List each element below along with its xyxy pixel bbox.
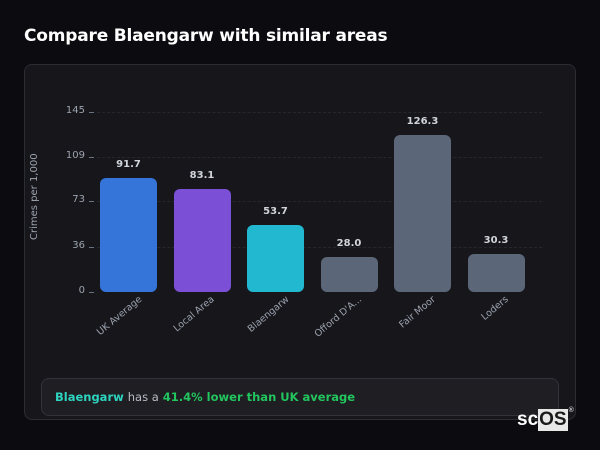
summary-text: has a bbox=[127, 390, 159, 404]
y-tick-label: 145 bbox=[65, 105, 85, 116]
y-axis-label: Crimes per 1,000 bbox=[29, 153, 40, 240]
y-tick-mark bbox=[89, 156, 94, 158]
summary-area: Blaengarw bbox=[55, 390, 124, 404]
x-tick-label: Offord D'A... bbox=[312, 294, 365, 340]
chart-card: Crimes per 1,000 0 36 73 109 145 91.7 UK Avera… bbox=[24, 64, 576, 420]
y-tick-mark bbox=[89, 292, 94, 293]
logo-text-left: sc bbox=[517, 409, 539, 430]
registered-mark: ® bbox=[568, 407, 574, 414]
y-tick-label: 109 bbox=[65, 149, 85, 161]
bar-fair-moor[interactable] bbox=[394, 135, 451, 292]
y-tick-label: 36 bbox=[72, 240, 85, 252]
grid-line bbox=[97, 247, 542, 249]
x-tick-label: Blaengarw bbox=[245, 294, 291, 335]
bar-uk-average[interactable] bbox=[100, 178, 157, 292]
bar-local-area[interactable] bbox=[173, 188, 231, 292]
x-tick-label: Fair Moor bbox=[396, 294, 438, 331]
y-tick-label: 0 bbox=[78, 285, 85, 296]
bar-value-label: 83.1 bbox=[189, 169, 215, 181]
y-tick-mark bbox=[89, 247, 94, 249]
summary-banner: Blaengarw has a 41.4% lower than UK aver… bbox=[41, 378, 559, 416]
bar-offord-d-a[interactable] bbox=[320, 257, 378, 292]
grid-line bbox=[97, 201, 542, 203]
bar-value-label: 126.3 bbox=[406, 116, 439, 128]
bar-value-label: 28.0 bbox=[336, 238, 362, 250]
bar-loders[interactable] bbox=[467, 254, 525, 292]
logo-text-right: OS bbox=[538, 409, 568, 431]
y-tick-mark bbox=[89, 112, 94, 113]
bar-blaengarw[interactable] bbox=[247, 225, 304, 292]
bar-chart: Crimes per 1,000 0 36 73 109 145 91.7 UK Avera… bbox=[25, 65, 577, 365]
page-title: Compare Blaengarw with similar areas bbox=[24, 26, 388, 46]
bar-value-label: 30.3 bbox=[483, 235, 509, 247]
grid-line bbox=[97, 156, 542, 158]
bar-value-label: 53.7 bbox=[263, 206, 288, 218]
watermark-logo: sc OS ® bbox=[517, 407, 574, 431]
x-tick-label: UK Average bbox=[94, 294, 144, 338]
summary-comparison: 41.4% lower than UK average bbox=[162, 390, 356, 404]
bar-value-label: 91.7 bbox=[116, 159, 141, 171]
y-tick-mark bbox=[89, 201, 94, 203]
x-tick-label: Local Area bbox=[171, 294, 217, 335]
y-tick-label: 73 bbox=[72, 194, 85, 206]
grid-line bbox=[97, 112, 542, 113]
x-tick-label: Loders bbox=[479, 294, 511, 323]
